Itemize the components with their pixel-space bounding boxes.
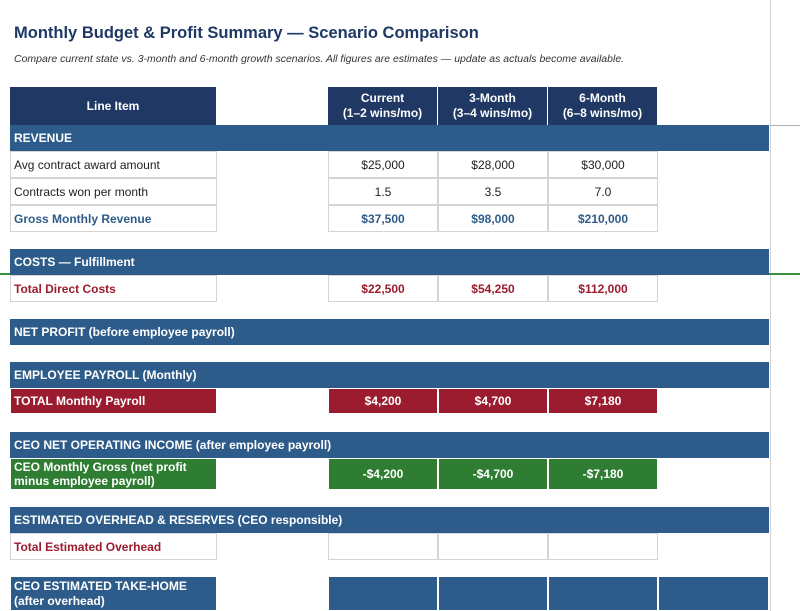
cell-ceo-takehome-6-month[interactable] <box>548 576 658 611</box>
cell-total-overhead-current[interactable] <box>328 533 438 560</box>
cell-ceo-takehome-3-month[interactable] <box>438 576 548 611</box>
cell-contracts-won-6-month[interactable]: 7.0 <box>548 178 658 205</box>
row-label-gross-revenue[interactable]: Gross Monthly Revenue <box>10 205 217 232</box>
column-gridline <box>770 0 771 611</box>
cell-ceo-gross-current[interactable]: -$4,200 <box>328 458 438 490</box>
cell-total-payroll-3-month[interactable]: $4,700 <box>438 388 548 414</box>
cell-ceo-gross-3-month[interactable]: -$4,700 <box>438 458 548 490</box>
cell-gross-revenue-6-month[interactable]: $210,000 <box>548 205 658 232</box>
cell-contracts-won-current[interactable]: 1.5 <box>328 178 438 205</box>
header-line-item-label: Line Item <box>86 98 140 113</box>
section-overhead[interactable]: ESTIMATED OVERHEAD & RESERVES (CEO respo… <box>10 507 769 533</box>
cell-total-payroll-6-month[interactable]: $7,180 <box>548 388 658 414</box>
ceo-takehome-label: CEO ESTIMATED TAKE-HOME <box>14 578 187 593</box>
header-3-month-label: 3-Month <box>469 91 516 105</box>
cell-direct-costs-3-month[interactable]: $54,250 <box>438 275 548 302</box>
cell-total-overhead-6-month[interactable] <box>548 533 658 560</box>
cell-direct-costs-current[interactable]: $22,500 <box>328 275 438 302</box>
header-current[interactable]: Current (1–2 wins/mo) <box>328 87 438 125</box>
header-3-month-sublabel: (3–4 wins/mo) <box>452 106 533 120</box>
cell-direct-costs-6-month[interactable]: $112,000 <box>548 275 658 302</box>
header-6-month-sublabel: (6–8 wins/mo) <box>562 106 643 120</box>
row-label-total-overhead[interactable]: Total Estimated Overhead <box>10 533 217 560</box>
cell-avg-contract-3-month[interactable]: $28,000 <box>438 151 548 178</box>
ceo-takehome-sublabel: (after overhead) <box>14 593 105 608</box>
cell-ceo-gross-6-month[interactable]: -$7,180 <box>548 458 658 490</box>
cell-gross-revenue-3-month[interactable]: $98,000 <box>438 205 548 232</box>
row-label-contracts-won[interactable]: Contracts won per month <box>10 178 217 205</box>
row-label-total-payroll[interactable]: TOTAL Monthly Payroll <box>10 388 217 414</box>
cell-contracts-won-3-month[interactable]: 3.5 <box>438 178 548 205</box>
cell-gross-revenue-current[interactable]: $37,500 <box>328 205 438 232</box>
header-6-month[interactable]: 6-Month (6–8 wins/mo) <box>548 87 658 125</box>
cell-ceo-takehome-current[interactable] <box>328 576 438 611</box>
cell-avg-contract-6-month[interactable]: $30,000 <box>548 151 658 178</box>
section-revenue[interactable]: REVENUE <box>10 125 769 151</box>
cell-total-payroll-current[interactable]: $4,200 <box>328 388 438 414</box>
header-line-item[interactable]: Line Item <box>10 87 217 125</box>
section-payroll[interactable]: EMPLOYEE PAYROLL (Monthly) <box>10 362 769 388</box>
row-label-ceo-takehome[interactable]: CEO ESTIMATED TAKE-HOME (after overhead) <box>10 576 217 611</box>
row-gridline <box>770 125 800 126</box>
header-current-label: Current <box>360 91 405 105</box>
header-3-month[interactable]: 3-Month (3–4 wins/mo) <box>438 87 548 125</box>
section-net-profit[interactable]: NET PROFIT (before employee payroll) <box>10 319 769 345</box>
cell-avg-contract-current[interactable]: $25,000 <box>328 151 438 178</box>
section-ceo-net-income[interactable]: CEO NET OPERATING INCOME (after employee… <box>10 432 769 458</box>
page-title: Monthly Budget & Profit Summary — Scenar… <box>14 24 479 42</box>
row-label-direct-costs[interactable]: Total Direct Costs <box>10 275 217 302</box>
section-costs[interactable]: COSTS — Fulfillment <box>10 249 769 275</box>
cell-total-overhead-3-month[interactable] <box>438 533 548 560</box>
page-subtitle: Compare current state vs. 3-month and 6-… <box>14 53 625 65</box>
row-label-ceo-gross[interactable]: CEO Monthly Gross (net profit minus empl… <box>10 458 217 490</box>
ceo-takehome-band-tail <box>658 576 769 611</box>
header-current-sublabel: (1–2 wins/mo) <box>342 106 423 120</box>
row-label-avg-contract[interactable]: Avg contract award amount <box>10 151 217 178</box>
header-6-month-label: 6-Month <box>579 91 626 105</box>
